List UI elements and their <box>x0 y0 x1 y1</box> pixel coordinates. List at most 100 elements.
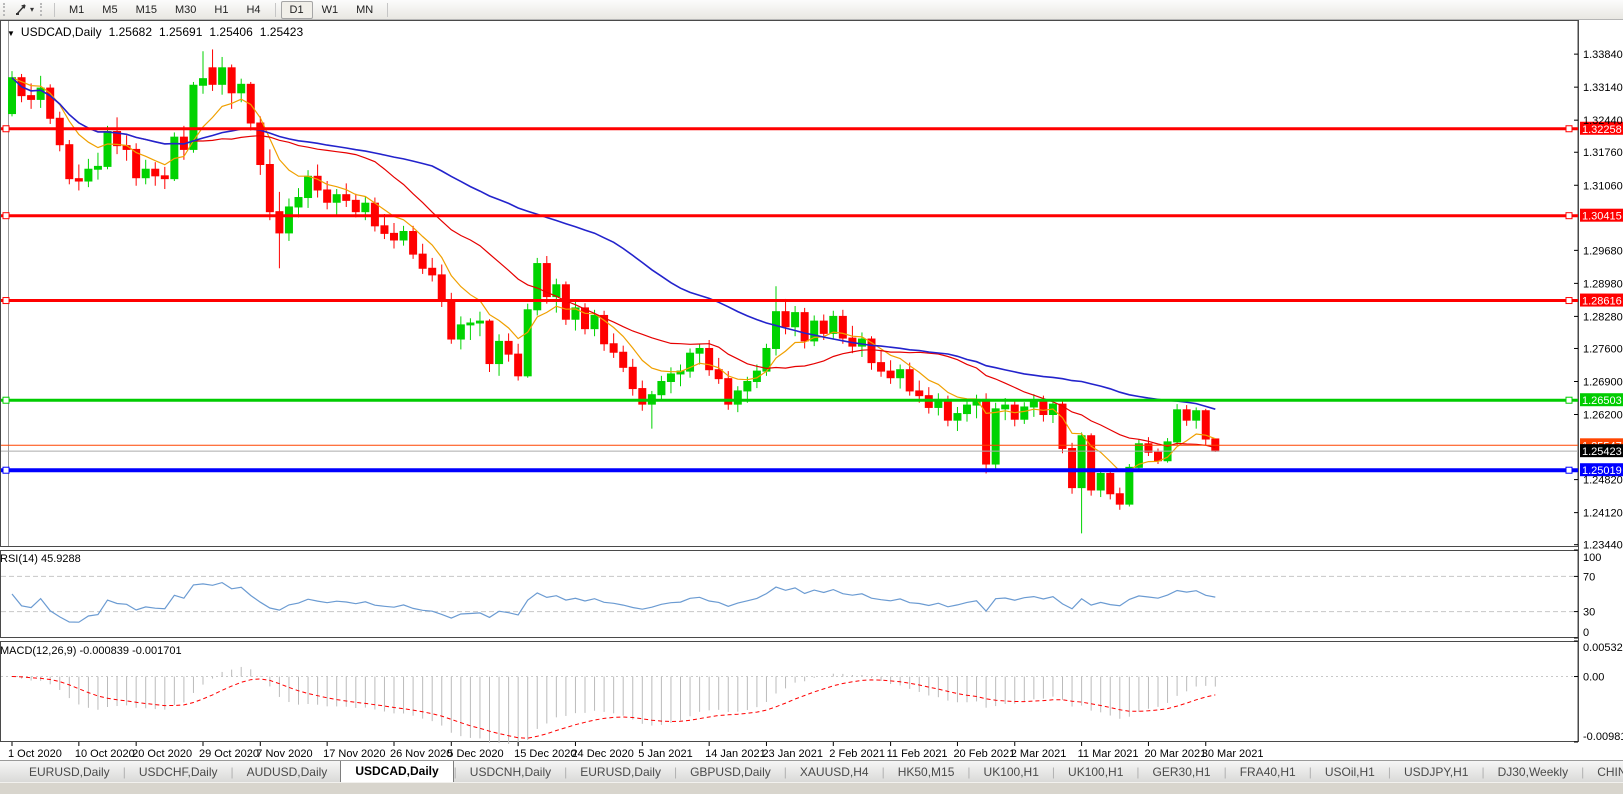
chart-tab-eurusd-daily[interactable]: EURUSD,Daily <box>580 765 661 779</box>
svg-text:1.32440: 1.32440 <box>1583 115 1623 127</box>
chart-tab-fra40-h1[interactable]: FRA40,H1 <box>1239 765 1296 779</box>
svg-text:1.31760: 1.31760 <box>1583 147 1623 159</box>
hline-handle[interactable] <box>2 125 10 133</box>
tab-separator: | <box>1051 765 1056 779</box>
svg-text:29 Oct 2020: 29 Oct 2020 <box>199 748 259 760</box>
hline-price-tag <box>1580 463 1623 477</box>
svg-text:20 Mar 2021: 20 Mar 2021 <box>1144 748 1206 760</box>
chart-tab-eurusd-daily[interactable]: EURUSD,Daily <box>29 765 110 779</box>
svg-text:7 Nov 2020: 7 Nov 2020 <box>256 748 312 760</box>
quote-open: 1.25682 <box>108 25 152 39</box>
chart-tab-usdchf-daily[interactable]: USDCHF,Daily <box>138 765 218 779</box>
timeframe-button-mn[interactable]: MN <box>356 3 374 16</box>
chart-tab-usoil-h1[interactable]: USOil,H1 <box>1324 765 1375 779</box>
hline-handle[interactable] <box>1565 396 1573 404</box>
svg-text:1.33140: 1.33140 <box>1583 82 1623 94</box>
current-price-tag <box>1580 444 1623 458</box>
chart-canvas[interactable]: 1.322581.304151.286161.265031.255471.250… <box>0 20 1623 760</box>
hline-handle[interactable] <box>2 466 10 474</box>
svg-text:17 Nov 2020: 17 Nov 2020 <box>323 748 385 760</box>
chart-tab-xauusd-h4[interactable]: XAUUSD,H4 <box>799 765 869 779</box>
svg-text:1.31060: 1.31060 <box>1583 180 1623 192</box>
rsi-scale-tick: 70 <box>1583 571 1595 583</box>
svg-text:10 Oct 2020: 10 Oct 2020 <box>75 748 135 760</box>
tab-separator: | <box>1308 765 1312 779</box>
toolbar-separator-mid <box>274 2 276 17</box>
chart-tab-audusd-daily[interactable]: AUDUSD,Daily <box>246 765 328 779</box>
timeframe-button-w1[interactable]: W1 <box>321 3 339 16</box>
tab-separator: | <box>453 765 457 779</box>
macd-scale-tick: 0.00 <box>1583 672 1604 684</box>
timeframe-button-m15[interactable]: M15 <box>135 3 157 16</box>
timeframe-button-group: M1 M5 M15 M30 H1 H4 D1 W1 MN <box>60 0 382 19</box>
hline-handle[interactable] <box>2 297 10 305</box>
hline-handle[interactable] <box>1565 466 1573 474</box>
tab-separator: | <box>230 765 234 779</box>
toolbar-separator <box>54 2 56 17</box>
chart-tab-usdcnh-daily[interactable]: USDCNH,Daily <box>469 765 552 779</box>
chart-tab-ger30-h1[interactable]: GER30,H1 <box>1152 765 1211 779</box>
pane-border <box>0 641 1579 742</box>
chart-cursor-icon <box>16 4 26 15</box>
chart-tab-usdjpy-h1[interactable]: USDJPY,H1 <box>1403 765 1469 779</box>
chart-tab-uk100-h1[interactable]: UK100,H1 <box>1068 765 1124 779</box>
svg-text:1.28280: 1.28280 <box>1583 311 1623 323</box>
chart-tab-usdcad-daily[interactable]: USDCAD,Daily <box>340 761 454 782</box>
timeframe-button-h1[interactable]: H1 <box>214 3 229 16</box>
quote-low: 1.25406 <box>209 25 253 39</box>
rsi-scale-tick: 30 <box>1583 607 1595 619</box>
hline-handle[interactable] <box>2 396 10 404</box>
timeframe-button-d1[interactable]: D1 <box>280 0 313 19</box>
macd-scale-tick: -0.009818 <box>1583 731 1623 743</box>
hline-handle[interactable] <box>1565 297 1573 305</box>
chart-cursor-tool-button[interactable]: ▾ <box>12 2 37 17</box>
svg-text:14 Jan 2021: 14 Jan 2021 <box>705 748 766 760</box>
hline-price-tag-text: 1.26503 <box>1582 395 1622 407</box>
chart-menu-caret-icon[interactable]: ▼ <box>7 29 15 38</box>
timeframe-button-h4[interactable]: H4 <box>246 3 261 16</box>
macd-scale-tick: 0.005329 <box>1583 642 1623 654</box>
timeframe-button-m30[interactable]: M30 <box>174 3 197 16</box>
timeframe-button-m1[interactable]: M1 <box>69 3 85 16</box>
svg-text:20 Feb 2021: 20 Feb 2021 <box>953 748 1015 760</box>
tab-separator: | <box>1481 765 1485 779</box>
hline-handle[interactable] <box>2 212 10 220</box>
svg-text:26 Nov 2020: 26 Nov 2020 <box>390 748 452 760</box>
quote-close: 1.25423 <box>259 25 304 39</box>
chart-tab-china300-h1[interactable]: CHINA300,H1 <box>1597 765 1623 779</box>
chart-tab-uk100-h1[interactable]: UK100,H1 <box>983 765 1039 779</box>
toolbar-grip[interactable] <box>3 3 8 16</box>
hline-price-tag-text: 1.28616 <box>1582 296 1622 308</box>
cursor-dropdown-caret-icon[interactable]: ▾ <box>30 5 35 14</box>
chart-tab-hk50-m15[interactable]: HK50,M15 <box>897 765 955 779</box>
timeframe-button-m5[interactable]: M5 <box>102 3 118 16</box>
svg-text:1.26900: 1.26900 <box>1583 376 1623 388</box>
tab-separator: | <box>967 765 971 779</box>
rsi-scale-tick: 100 <box>1583 552 1601 564</box>
svg-text:1 Oct 2020: 1 Oct 2020 <box>8 748 62 760</box>
toolbar-separator-grip <box>40 3 45 16</box>
tab-separator: | <box>783 765 787 779</box>
chart-tab-bar: EURUSD,Daily | USDCHF,Daily | AUDUSD,Daily US… <box>0 760 1623 782</box>
price-axis-ticks[interactable]: 1.33840 1.33140 1.32440 1.31760 1.31060 1.296… <box>1574 49 1623 552</box>
top-toolbar: ▾ M1 M5 M15 M30 H1 H4 D1 W1 MN <box>0 0 1623 20</box>
chart-window: ▼ USDCAD,Daily 1.25682 1.25691 1.25406 1.2542… <box>0 20 1623 760</box>
macd-signal-line <box>11 676 1216 739</box>
candlesticks <box>8 49 1220 534</box>
tab-separator: | <box>881 765 885 779</box>
chart-tab-gbpusd-daily[interactable]: GBPUSD,Daily <box>690 765 771 779</box>
chart-tab-dj30-weekly[interactable]: DJ30,Weekly <box>1497 765 1569 779</box>
svg-text:2 Mar 2021: 2 Mar 2021 <box>1011 748 1067 760</box>
hline-handle[interactable] <box>1565 125 1573 133</box>
svg-text:30 Mar 2021: 30 Mar 2021 <box>1202 748 1264 760</box>
ma-fast-line <box>11 77 1216 472</box>
hline-price-tag-text: 1.25019 <box>1582 465 1622 477</box>
hline-handle[interactable] <box>1565 212 1573 220</box>
pane-border <box>0 20 1579 547</box>
svg-text:24 Dec 2020: 24 Dec 2020 <box>571 748 633 760</box>
tab-separator: | <box>1136 765 1140 779</box>
svg-text:5 Jan 2021: 5 Jan 2021 <box>638 748 692 760</box>
ma-slow-line <box>11 77 1216 410</box>
toolbar-separator-end <box>387 2 389 17</box>
